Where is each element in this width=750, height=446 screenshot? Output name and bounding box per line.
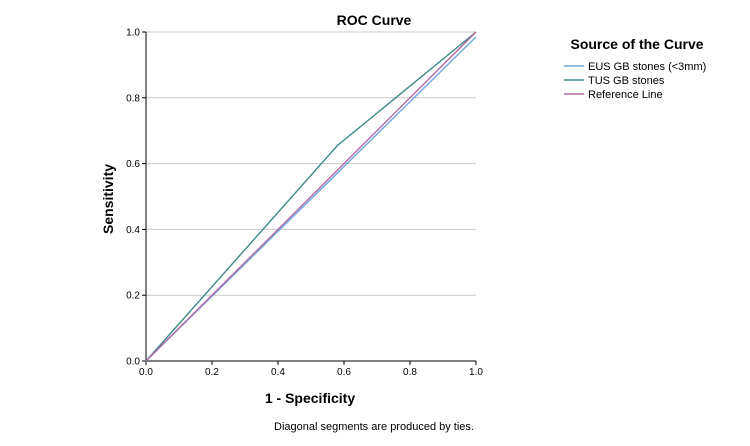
tick-labels: 0.0 0.2 0.4 0.6 0.8 1.0 0.0 0.2 0.4 0.6 0.8 1.0 — [126, 28, 483, 379]
y-tick-label-4: 0.8 — [126, 93, 140, 104]
y-tick-label-5: 1.0 — [126, 28, 140, 39]
x-tick-label-0: 0.0 — [139, 367, 153, 378]
series-line-1 — [145, 31, 477, 362]
footnote: Diagonal segments are produced by ties. — [274, 421, 474, 433]
series-line-2 — [145, 31, 477, 362]
series-lines — [145, 31, 477, 362]
y-tick-label-3: 0.6 — [126, 159, 140, 170]
y-axis-title: Sensitivity — [100, 164, 116, 234]
legend: Source of the Curve EUS GB stones (<3mm)… — [564, 36, 706, 101]
y-tick-label-2: 0.4 — [126, 225, 140, 236]
x-tick-label-2: 0.4 — [271, 367, 285, 378]
x-tick-label-1: 0.2 — [205, 367, 219, 378]
chart-title: ROC Curve — [337, 12, 412, 28]
x-tick-label-5: 1.0 — [469, 367, 483, 378]
axes — [142, 31, 477, 365]
x-tick-label-3: 0.6 — [337, 367, 351, 378]
y-tick-label-0: 0.0 — [126, 357, 140, 368]
x-axis-title: 1 - Specificity — [265, 390, 355, 406]
grid-lines — [146, 31, 476, 296]
legend-label-0: EUS GB stones (<3mm) — [588, 61, 706, 73]
legend-label-1: TUS GB stones — [588, 75, 665, 87]
legend-label-2: Reference Line — [588, 89, 663, 101]
legend-title: Source of the Curve — [570, 36, 703, 52]
x-tick-label-4: 0.8 — [403, 367, 417, 378]
y-tick-label-1: 0.2 — [126, 291, 140, 302]
